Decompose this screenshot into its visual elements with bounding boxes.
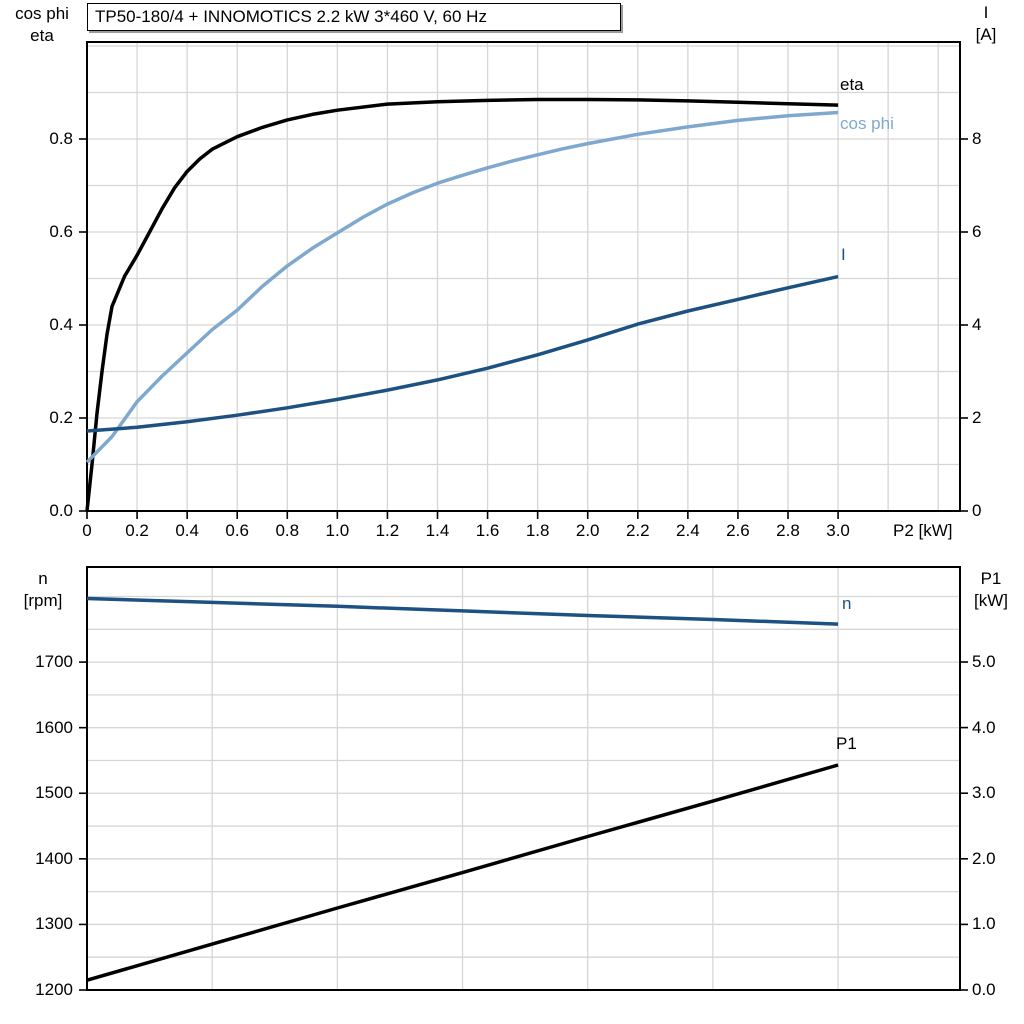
tick-label: 1600 [35,717,73,737]
tick-label: 3.0 [972,783,996,803]
tick-label: 2.4 [676,521,700,540]
tick-label: 1300 [35,914,73,934]
tick-label: 0.2 [125,521,149,540]
tick-label: 0.8 [275,521,300,540]
tick-label: 2.2 [625,521,650,540]
tick-label: 0.6 [225,521,250,540]
bottom-left-axis-title-unit-rpm: [rpm] [23,591,63,610]
tick-label: 1.4 [425,521,450,540]
tick-label: 0.0 [972,980,996,999]
bottom-left-axis-title-n: n [38,569,48,588]
tick-label: 1.0 [972,914,996,934]
tick-label: 0.8 [49,128,73,148]
tick-label: 0.4 [49,314,73,334]
tick-label: 2.0 [972,848,996,868]
top-left-axis-title-eta: eta [30,26,54,45]
series-eta [85,97,839,512]
bottom-right-axis-title-p1: P1 [980,569,1002,588]
bottom-right-axis-title-unit-kw: [kW] [974,591,1008,610]
chart-title-box: TP50-180/4 + INNOMOTICS 2.2 kW 3*460 V, … [87,3,621,31]
speed-power-chart [79,566,968,991]
top-right-axis-title-unit-a: [A] [975,25,997,44]
curve-label-p1: P1 [836,734,857,753]
top-left-axis-title-cosphi: cos phi [15,4,69,23]
tick-label: 3.0 [826,521,850,540]
tick-label: 6 [972,221,982,241]
curve-label-i: I [841,245,846,264]
series-cos phi [85,110,839,464]
tick-label: 2.6 [726,521,750,540]
tick-label: 1.8 [525,521,550,540]
tick-label: 1400 [35,848,73,868]
series-P1 [86,763,839,982]
chart-title: TP50-180/4 + INNOMOTICS 2.2 kW 3*460 V, … [95,7,487,26]
tick-label: 4.0 [972,717,996,737]
tick-label: 1500 [35,783,73,803]
tick-label: 0.4 [175,521,199,540]
tick-label: 0.6 [49,221,73,241]
series-n [86,596,839,626]
tick-label: 0 [82,521,92,540]
motor-efficiency-chart [79,41,968,519]
series-I [86,274,839,433]
x-axis-title-p2: P2 [kW] [893,521,953,540]
tick-label: 5.0 [972,651,996,671]
tick-label: 2.8 [776,521,800,540]
tick-label: 1.2 [375,521,400,540]
top-right-axis-title-i: I [983,3,989,22]
tick-label: 1.6 [475,521,500,540]
curve-label-cosphi: cos phi [840,114,894,133]
tick-label: 1700 [35,652,73,672]
tick-label: 0 [972,501,982,520]
tick-label: 4 [972,314,982,334]
tick-label: 0.2 [49,407,73,427]
tick-label: 2 [972,407,982,427]
curve-label-eta: eta [840,75,864,94]
tick-label: 1200 [35,980,73,999]
tick-label: 2.0 [575,521,600,540]
tick-label: 1.0 [325,521,350,540]
tick-label: 0.0 [49,501,73,520]
curve-label-n: n [842,594,852,613]
tick-label: 8 [972,128,982,148]
